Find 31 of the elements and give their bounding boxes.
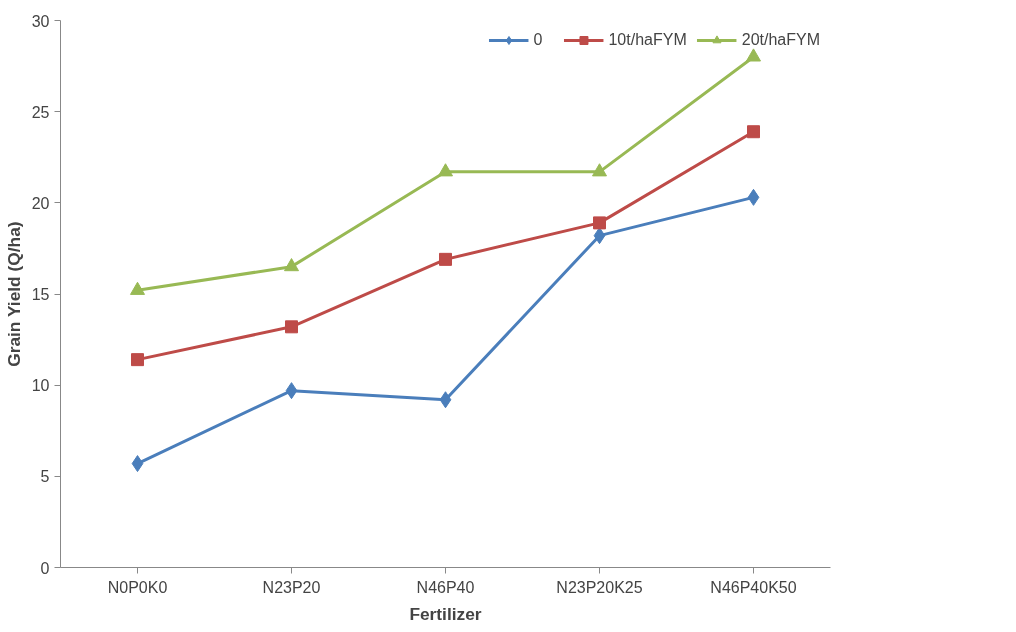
y-tick-label: 10	[31, 377, 50, 395]
point	[593, 216, 606, 230]
y-tick-label: 20	[31, 194, 50, 212]
y-tick-label: 5	[40, 468, 50, 486]
point	[439, 252, 452, 266]
y-tick-label: 25	[31, 103, 50, 121]
x-tick-label: N0P0K0	[107, 578, 168, 596]
x-axis-title: Fertilizer	[409, 603, 482, 624]
x-tick-label: N23P20	[262, 578, 321, 596]
point	[284, 258, 299, 272]
point	[746, 48, 761, 62]
x-tick-label: N23P20K25	[556, 578, 643, 596]
x-tick-label: N46P40K50	[710, 578, 797, 596]
y-tick-label: 30	[31, 12, 50, 30]
point	[593, 227, 606, 245]
y-axis-title: Grain Yield (Q/ha)	[3, 221, 24, 367]
point	[131, 353, 144, 367]
point	[438, 163, 453, 177]
point	[592, 163, 607, 177]
point	[747, 188, 760, 206]
legend-label: 20t/haFYM	[741, 31, 820, 49]
point	[131, 455, 144, 473]
y-tick-label: 15	[31, 286, 50, 303]
legend-label: 0	[533, 31, 544, 49]
point	[439, 391, 452, 409]
point	[285, 382, 298, 400]
point	[285, 320, 298, 334]
point	[747, 125, 760, 139]
y-tick-label: 0	[40, 559, 50, 577]
legend-label: 10t/haFYM	[608, 31, 687, 49]
x-tick-label: N46P40	[416, 578, 475, 596]
